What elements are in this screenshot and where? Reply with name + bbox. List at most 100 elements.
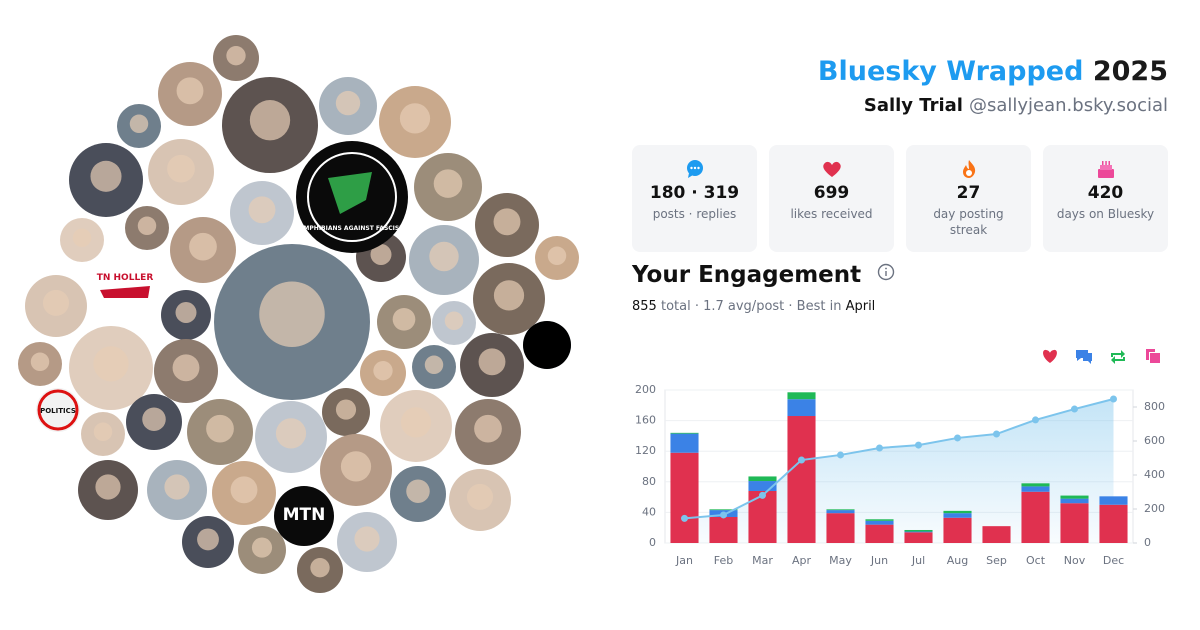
bar-segment — [943, 517, 972, 543]
bar-segment — [826, 513, 855, 543]
stat-label: likes received — [790, 207, 873, 221]
avatar-face — [493, 280, 525, 311]
line-point — [1071, 405, 1078, 413]
bar-segment — [670, 433, 699, 453]
line-point — [954, 434, 961, 442]
bar-segment — [1021, 486, 1050, 492]
avatar — [100, 260, 154, 314]
stat-card: 27 day posting streak — [906, 145, 1031, 252]
legend-icon — [1146, 349, 1160, 363]
line — [684, 398, 1114, 520]
logo-flag — [328, 172, 372, 214]
y-tick-label: 160 — [635, 414, 656, 427]
avatar-face — [474, 414, 502, 443]
logo-ring — [307, 152, 397, 242]
bar-segment — [1060, 495, 1089, 499]
bar-segment — [1060, 503, 1089, 543]
avatar-face — [399, 103, 431, 134]
y2-tick-label: 400 — [1144, 468, 1165, 481]
bar-segment — [865, 520, 894, 525]
avatar-face — [90, 160, 122, 192]
user: Sally Trial @sallyjean.bsky.social — [864, 95, 1168, 116]
avatar — [274, 486, 334, 546]
info-icon[interactable] — [877, 263, 895, 281]
avatar-face — [259, 281, 325, 347]
x-tick-label: Apr — [792, 554, 812, 567]
summary-detail: total · 1.7 avg/post · Best in — [660, 299, 842, 314]
stat-icon — [822, 161, 841, 177]
best-month: April — [845, 299, 876, 314]
brand: Bluesky Wrapped — [817, 56, 1084, 87]
bar-segment — [709, 516, 738, 543]
handle: @sallyjean.bsky.social — [968, 95, 1168, 116]
avatar-face — [310, 558, 330, 578]
stat-value: 27 — [956, 183, 981, 203]
x-tick-label: May — [829, 554, 852, 567]
stat-icon — [962, 160, 975, 178]
bar-segment — [748, 481, 777, 491]
engagement-chart: 0 40 80 120 160 200 0 200 400 600 800 Jan Feb Mar Apr M… — [635, 349, 1165, 567]
avatar — [523, 321, 571, 369]
bar-segment — [787, 416, 816, 543]
line-point — [876, 444, 883, 452]
x-tick-label: Aug — [947, 554, 968, 567]
bar-segment — [787, 392, 816, 400]
avatar-face — [335, 90, 361, 116]
avatar-face — [478, 348, 506, 376]
avatar-face — [206, 414, 234, 443]
bar-segment — [826, 509, 855, 511]
avatar-face — [466, 483, 494, 510]
y-tick-label: 200 — [635, 383, 656, 396]
bar-segment — [1021, 483, 1050, 487]
stat-icon — [1097, 161, 1114, 178]
avatar-face — [176, 77, 204, 105]
line-point — [993, 430, 1000, 438]
line-point — [915, 441, 922, 449]
avatar-face — [444, 311, 464, 331]
bar-segment — [748, 476, 777, 482]
stat-label: day posting streak — [933, 207, 1004, 237]
avatar-face — [30, 352, 50, 372]
stat-value: 699 — [813, 183, 850, 203]
bar-segment — [670, 432, 699, 434]
avatar-face — [72, 228, 92, 248]
stat-label: days on Bluesky — [1056, 207, 1155, 221]
avatar-face — [164, 474, 190, 500]
avatar-face — [493, 208, 521, 236]
section-title: Your Engagement — [632, 262, 895, 288]
logo-no — [37, 389, 79, 431]
legend-icon — [1076, 350, 1092, 364]
avatar-face — [93, 422, 113, 442]
avatar-face — [433, 169, 463, 198]
legend-icon — [1043, 349, 1057, 363]
stat-value: 180 · 319 — [649, 183, 740, 203]
bar-segment — [904, 531, 933, 533]
line-point — [798, 456, 805, 464]
x-tick-label: Jan — [675, 554, 693, 567]
bar-segment — [865, 519, 894, 521]
year: 2025 — [1092, 56, 1168, 87]
avatar-face — [129, 114, 149, 134]
avatar-face — [189, 232, 217, 261]
bar-segment — [904, 529, 933, 532]
avatar-cloud — [18, 35, 579, 593]
avatar-logos: AMPHIBIANS AGAINST FASCISM TN HOLLER POL… — [36, 141, 408, 546]
x-tick-label: Feb — [714, 554, 733, 567]
avatar-face — [354, 526, 380, 552]
x-tick-label: Nov — [1064, 554, 1086, 567]
avatar-face — [95, 474, 121, 500]
avatar-face — [226, 46, 246, 66]
bar-segment — [1060, 498, 1089, 504]
section-title-text: Your Engagement — [632, 262, 862, 288]
bar-segment — [670, 452, 699, 543]
y-tick-label: 120 — [635, 444, 656, 457]
avatar-face — [392, 307, 416, 331]
total: 855 — [632, 299, 657, 314]
y2-tick-label: 200 — [1144, 502, 1165, 515]
avatar-label: AMPHIBIANS AGAINST FASCISM — [299, 225, 405, 232]
line-point — [759, 491, 766, 499]
bar-segment — [943, 510, 972, 514]
avatar-face — [137, 216, 157, 236]
